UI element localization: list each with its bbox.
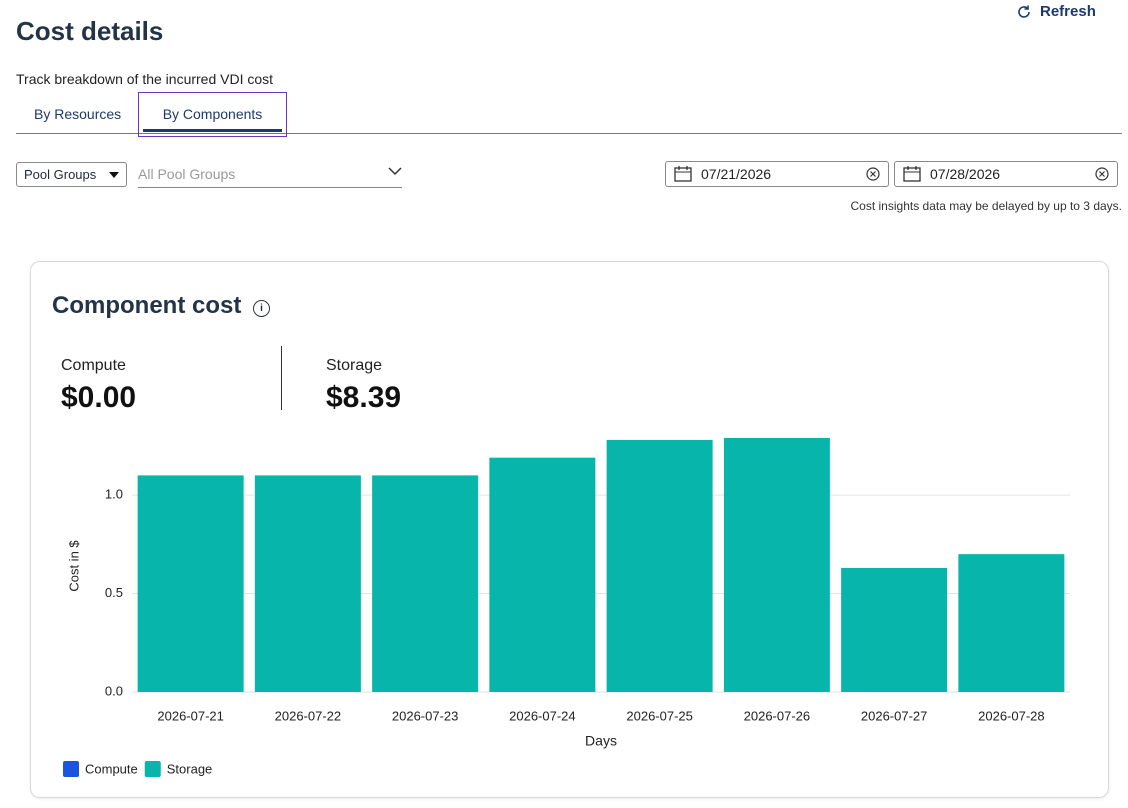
x-tick-label: 2026-07-27 [861,708,928,723]
x-tick-label: 2026-07-25 [626,708,693,723]
tab-divider [16,133,1122,134]
legend-label: Compute [85,761,138,776]
card-title: Component cost [52,292,242,319]
combo-placeholder: All Pool Groups [138,166,236,182]
calendar-icon [903,166,921,182]
info-icon[interactable]: i [253,300,270,317]
x-axis-label: Days [585,733,617,749]
date-from[interactable]: 07/21/2026 [665,161,889,187]
bar-segment [958,554,1065,692]
y-axis-label: Cost in $ [66,540,81,592]
y-tick-label: 0.5 [105,585,123,600]
summary-label: Compute [61,357,126,374]
chevron [388,167,402,176]
tab-active[interactable]: By Components [138,92,287,137]
delay-note: Cost insights data may be delayed by up … [850,199,1123,213]
summary-value: $0.00 [61,381,137,414]
refresh-button[interactable]: Refresh [1016,3,1096,20]
x-tick-label: 2026-07-22 [275,708,342,723]
bar-segment [723,437,830,692]
tab-underline [143,129,282,132]
bar-segment [137,475,244,692]
tab[interactable]: By Resources [34,106,122,122]
x-tick-label: 2026-07-28 [978,708,1045,723]
select-label: Pool Groups [24,167,97,182]
legend-swatch [63,761,79,777]
calendar-icon [674,166,692,182]
x-tick-label: 2026-07-21 [157,708,224,723]
y-tick-label: 0.0 [105,683,123,698]
bar-segment [489,457,596,692]
bar-segment [372,475,479,692]
date-text: 07/28/2026 [930,166,1001,182]
legend-swatch [144,761,161,777]
bar-segment [606,439,713,692]
page-title: Cost details [16,16,164,46]
summary-label: Storage [326,357,383,374]
bar-segment [841,567,948,692]
clear-icon[interactable] [1095,167,1109,181]
y-tick-label: 1.0 [105,487,123,502]
card [30,261,1109,798]
refresh-label: Refresh [1040,3,1096,20]
legend-label: Storage [167,761,213,776]
tab-label: By Components [162,106,263,122]
caret [109,171,119,178]
x-tick-label: 2026-07-24 [509,708,576,723]
subtitle: Track breakdown of the incurred VDI cost [16,71,274,87]
date-to[interactable]: 07/28/2026 [894,161,1118,187]
x-tick-label: 2026-07-23 [392,708,459,723]
bar-segment [254,475,361,692]
pool-combo[interactable]: All Pool Groups [138,166,402,188]
clear-icon[interactable] [866,167,880,181]
summary-value: $8.39 [326,381,402,414]
summary-divider [281,346,282,410]
x-tick-label: 2026-07-26 [744,708,811,723]
pool-select[interactable]: Pool Groups [16,162,127,187]
refresh-icon [1018,5,1030,18]
date-text: 07/21/2026 [701,166,772,182]
